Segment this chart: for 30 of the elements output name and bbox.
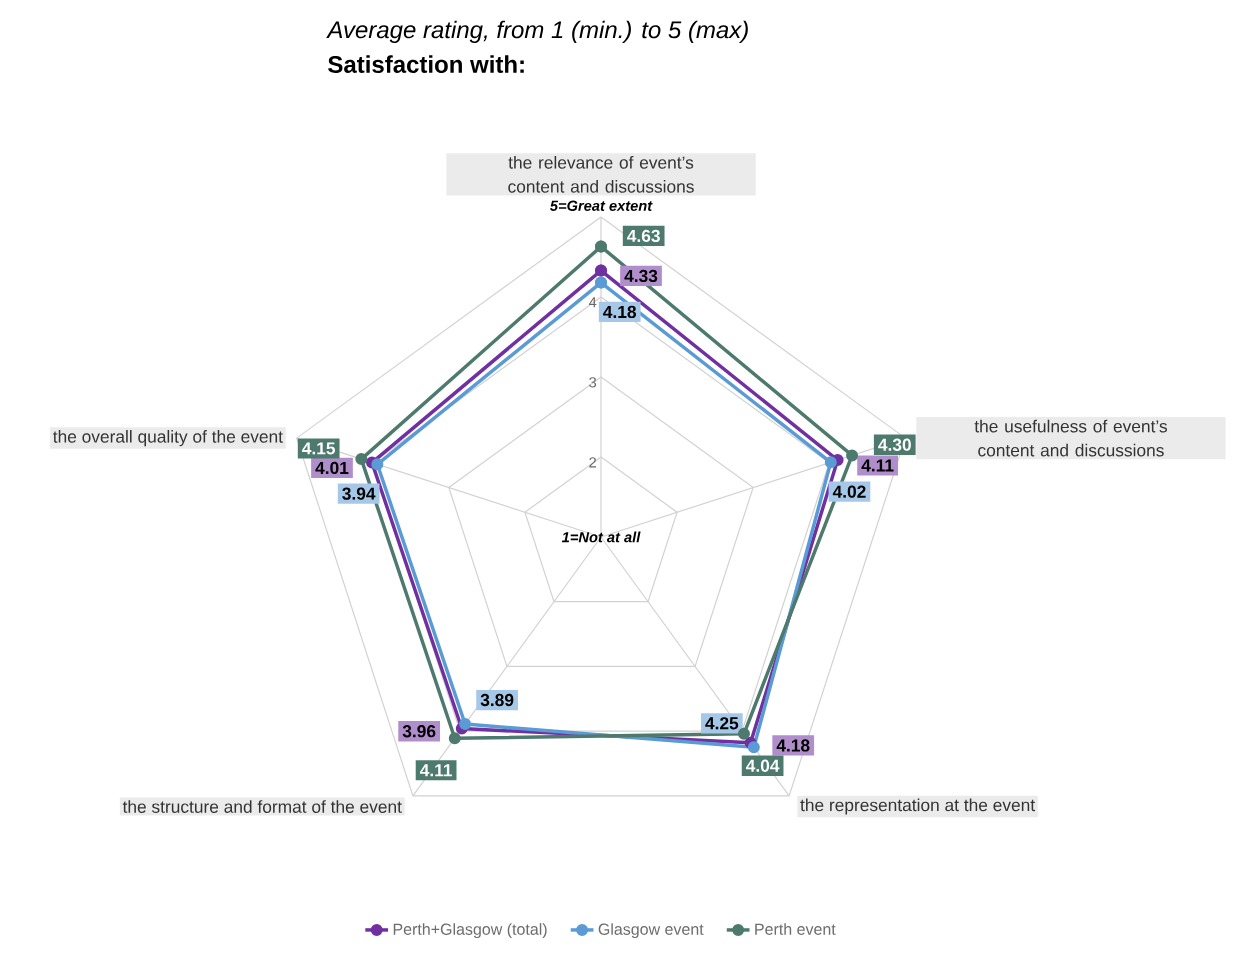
data-label: 3.96 <box>402 725 436 738</box>
spoke-label: the overall quality of the event <box>53 430 283 447</box>
y-tick-label: 2 <box>589 457 597 468</box>
data-label: 4.04 <box>746 759 780 772</box>
data-label: 4.25 <box>705 717 739 730</box>
spoke-label: the relevance of event’s content and discussions <box>508 155 694 193</box>
data-label: 4.15 <box>302 442 336 455</box>
data-label: 4.11 <box>861 459 894 472</box>
data-label: 4.02 <box>832 485 866 498</box>
chart-subtitle: Satisfaction with: <box>328 55 524 73</box>
legend-label: Glasgow event <box>598 923 704 939</box>
data-label: 4.63 <box>627 229 660 243</box>
data-label: 4.18 <box>776 739 810 752</box>
data-label: 3.89 <box>480 693 514 707</box>
data-label: 3.94 <box>342 487 376 500</box>
spoke-label: the representation at the event <box>800 798 1035 815</box>
legend-label: Perth event <box>755 923 836 935</box>
data-label: 4.11 <box>419 764 453 777</box>
data-label: 4.01 <box>315 461 349 475</box>
y-tick-label: 4 <box>588 297 597 308</box>
data-label: 4.33 <box>624 269 658 283</box>
data-label: 4.30 <box>878 438 911 451</box>
data-label: 4.18 <box>603 305 637 319</box>
y-tick-label: 3 <box>589 377 597 388</box>
y-tick-label: 1=Not at all <box>561 531 641 543</box>
spoke-label: the structure and format of the event <box>122 800 402 813</box>
spoke-label: the usefulness of event’s content and discussions <box>974 419 1167 457</box>
legend-label: Perth+Glasgow (total) <box>393 923 547 939</box>
chart-title: Average rating, from 1 (min.) to 5 (max) <box>326 20 748 44</box>
y-tick-label: 5=Great extent <box>550 200 653 211</box>
